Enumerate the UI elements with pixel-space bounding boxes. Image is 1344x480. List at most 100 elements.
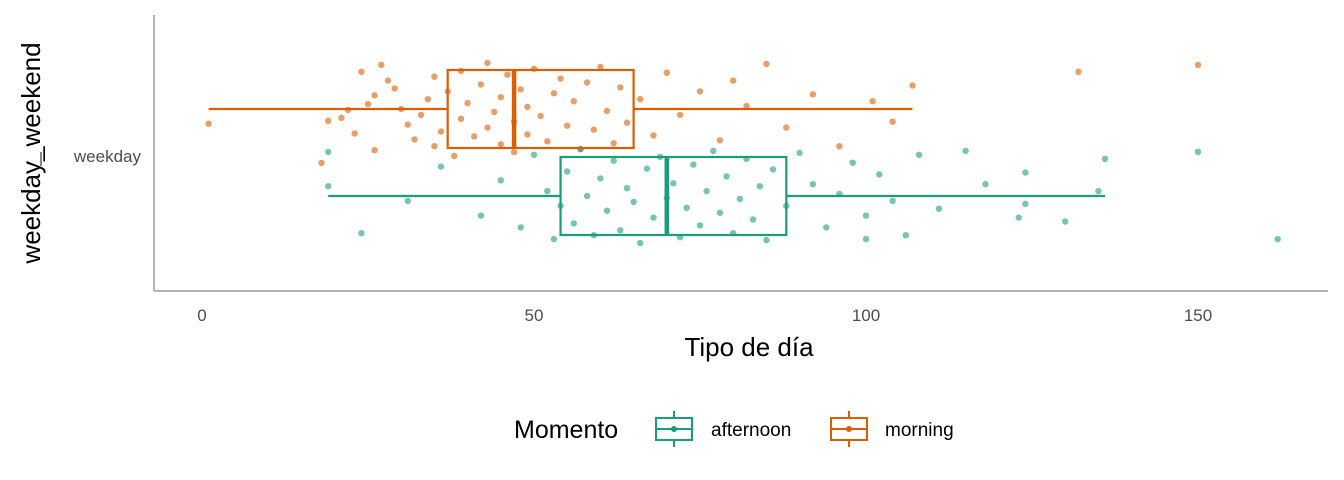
data-point <box>696 88 704 95</box>
data-point <box>510 148 518 156</box>
data-point <box>637 239 644 247</box>
data-point <box>723 173 730 180</box>
data-point <box>623 119 631 126</box>
data-point <box>650 132 657 139</box>
data-point <box>530 151 538 158</box>
data-point <box>431 73 438 80</box>
data-point <box>749 216 757 223</box>
data-point <box>378 61 385 69</box>
data-point <box>637 96 644 103</box>
data-point <box>1062 218 1069 225</box>
data-point <box>683 204 690 211</box>
data-point <box>497 141 504 148</box>
x-axis-title: Tipo de día <box>684 332 814 362</box>
data-point <box>809 91 817 98</box>
data-point <box>391 85 398 92</box>
data-point <box>371 92 378 99</box>
data-point <box>477 212 485 219</box>
data-point <box>869 98 876 105</box>
data-point <box>537 112 544 120</box>
data-point <box>358 230 365 237</box>
axes <box>153 15 1328 292</box>
data-point <box>437 128 445 135</box>
data-point <box>544 187 551 195</box>
data-point <box>384 77 392 84</box>
data-point <box>756 183 763 190</box>
data-point <box>1075 68 1082 76</box>
data-point <box>437 163 445 170</box>
x-tick-label: 50 <box>525 306 544 325</box>
legend: Momento afternoon morning <box>514 411 954 447</box>
data-point <box>643 165 651 172</box>
data-point <box>451 152 458 160</box>
data-point <box>431 143 438 150</box>
data-point <box>1101 155 1109 162</box>
data-point <box>325 183 332 190</box>
data-point <box>862 212 870 219</box>
data-point <box>696 222 704 229</box>
data-point <box>849 159 856 166</box>
data-point <box>477 81 485 88</box>
data-point <box>417 111 425 119</box>
iqr-box <box>559 155 788 237</box>
data-point <box>564 168 571 175</box>
legend-key-morning <box>830 411 868 447</box>
legend-point <box>846 426 852 432</box>
data-point <box>338 114 345 122</box>
data-point <box>1022 169 1029 176</box>
data-point <box>318 159 325 167</box>
data-point <box>710 147 717 155</box>
data-point <box>570 98 577 105</box>
data-point <box>676 111 684 119</box>
data-point <box>783 124 790 131</box>
data-point <box>411 136 418 143</box>
data-point <box>796 149 803 157</box>
data-point <box>471 133 478 140</box>
legend-key-afternoon <box>655 411 693 447</box>
data-point <box>517 86 524 93</box>
y-tick-label: weekday <box>73 147 142 166</box>
data-point <box>404 121 411 128</box>
box-afternoon <box>328 155 1106 237</box>
data-point <box>205 120 212 127</box>
data-point <box>557 75 564 82</box>
data-point <box>504 71 511 78</box>
data-point <box>862 235 870 243</box>
data-point <box>517 224 524 231</box>
data-point <box>716 209 724 216</box>
legend-point <box>671 426 677 432</box>
data-point <box>623 185 631 192</box>
box-morning <box>208 68 913 150</box>
data-point <box>743 102 750 110</box>
data-point <box>902 232 909 239</box>
data-point <box>358 68 365 76</box>
data-point <box>583 192 591 200</box>
data-point <box>484 59 491 67</box>
data-point <box>1022 200 1029 207</box>
data-point <box>404 197 411 205</box>
data-point <box>690 161 697 168</box>
data-point <box>550 235 558 243</box>
boxes <box>208 68 1106 237</box>
jitter-points <box>205 59 1281 247</box>
data-point <box>497 177 504 184</box>
data-point <box>610 157 617 164</box>
data-point <box>544 138 551 145</box>
data-point <box>763 60 770 68</box>
data-point <box>730 77 737 84</box>
data-point <box>630 198 637 206</box>
data-point <box>371 147 378 154</box>
data-point <box>935 205 943 212</box>
data-point <box>823 224 830 231</box>
data-point <box>597 175 604 182</box>
data-point <box>962 147 969 155</box>
data-point <box>889 197 896 205</box>
data-point <box>736 195 743 203</box>
data-point <box>1015 214 1022 221</box>
legend-keys: afternoon morning <box>655 411 954 447</box>
data-point <box>351 130 358 137</box>
data-point <box>603 207 611 214</box>
data-point <box>583 79 591 86</box>
data-point <box>610 140 617 147</box>
